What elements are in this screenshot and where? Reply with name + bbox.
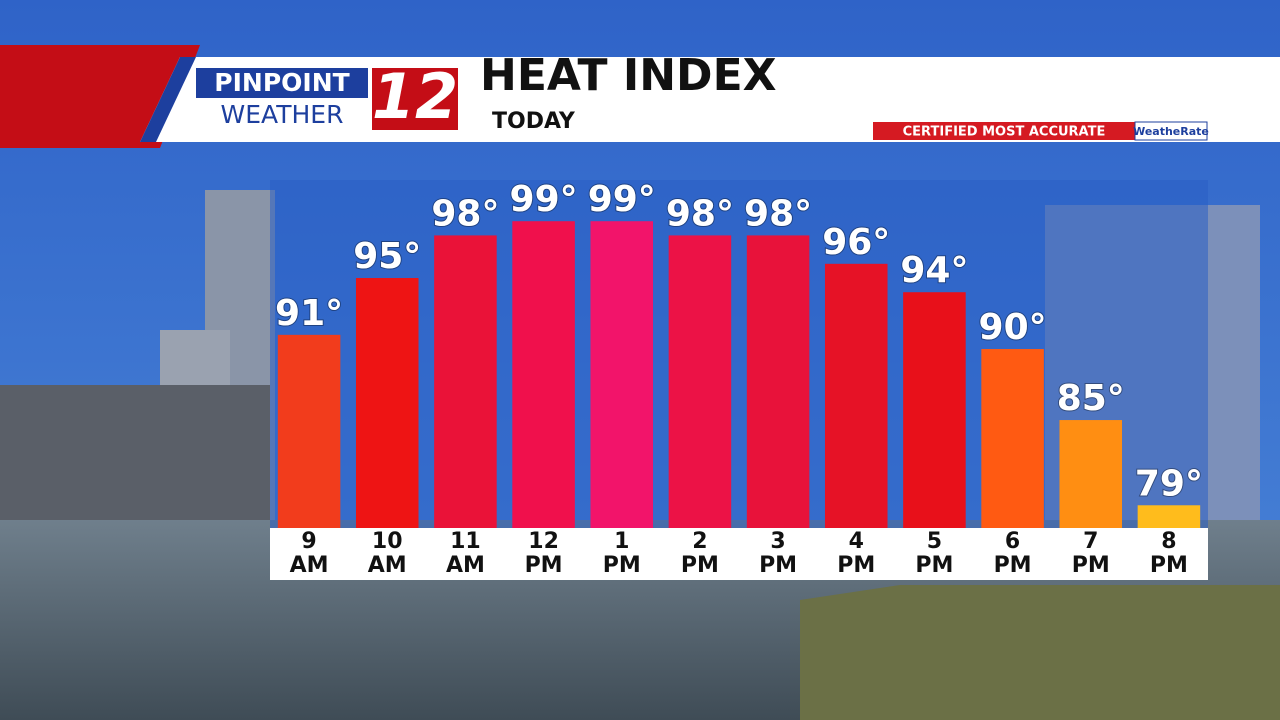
x-tick-label: 12 PM (524, 529, 563, 578)
label-strip (270, 528, 1208, 580)
bar (590, 221, 654, 528)
banner-stripe (140, 57, 196, 142)
brand-top: PINPOINT (214, 68, 349, 97)
value-label: 99° (588, 179, 656, 220)
bar (903, 292, 966, 528)
x-tick-label: 1 PM (602, 529, 641, 578)
x-tick-label: 11 AM (445, 529, 485, 578)
value-label: 94° (900, 250, 968, 291)
badge-partner-box (1134, 121, 1208, 141)
badge: CERTIFIED MOST ACCURATE (903, 125, 1106, 140)
x-tick-label: 4 PM (837, 529, 876, 578)
bar (434, 235, 497, 528)
bar (824, 263, 888, 528)
value-label: 79° (1135, 463, 1203, 504)
value-label: 85° (1057, 378, 1125, 419)
x-tick-label: 2 PM (680, 529, 719, 578)
shore (800, 585, 1280, 720)
x-tick-label: 7 PM (1071, 529, 1110, 578)
bar (746, 235, 810, 528)
x-tick-label: 6 PM (993, 529, 1032, 578)
chart-subtitle: TODAY (492, 109, 576, 134)
chart-title: HEAT INDEX (480, 50, 777, 101)
logo-box (196, 68, 368, 98)
bar (1137, 505, 1201, 528)
value-label: 90° (979, 307, 1047, 348)
value-label: 98° (666, 193, 734, 234)
value-label: 98° (744, 193, 812, 234)
x-tick-label: 8 PM (1149, 529, 1188, 578)
bar (512, 221, 575, 528)
x-tick-label: 5 PM (915, 529, 954, 578)
bar (355, 278, 419, 528)
bar (981, 349, 1044, 528)
value-label: 98° (431, 193, 499, 234)
x-tick-label: 9 AM (289, 529, 329, 578)
bar (277, 334, 341, 528)
value-label: 91° (275, 293, 343, 334)
badge-partner: WeatheRate (1133, 125, 1209, 138)
bar (668, 235, 732, 528)
channel-number: 12 (372, 60, 458, 133)
brand-bottom: WEATHER (221, 100, 344, 129)
value-label: 96° (822, 222, 890, 263)
building (0, 385, 270, 525)
bar (1059, 420, 1123, 528)
x-tick-label: 10 AM (367, 529, 407, 578)
value-label: 95° (353, 236, 421, 277)
badge-box (873, 122, 1135, 140)
plot-area (270, 180, 1208, 528)
x-tick-label: 3 PM (759, 529, 798, 578)
logo-number-box (372, 68, 458, 130)
value-label: 99° (510, 179, 578, 220)
